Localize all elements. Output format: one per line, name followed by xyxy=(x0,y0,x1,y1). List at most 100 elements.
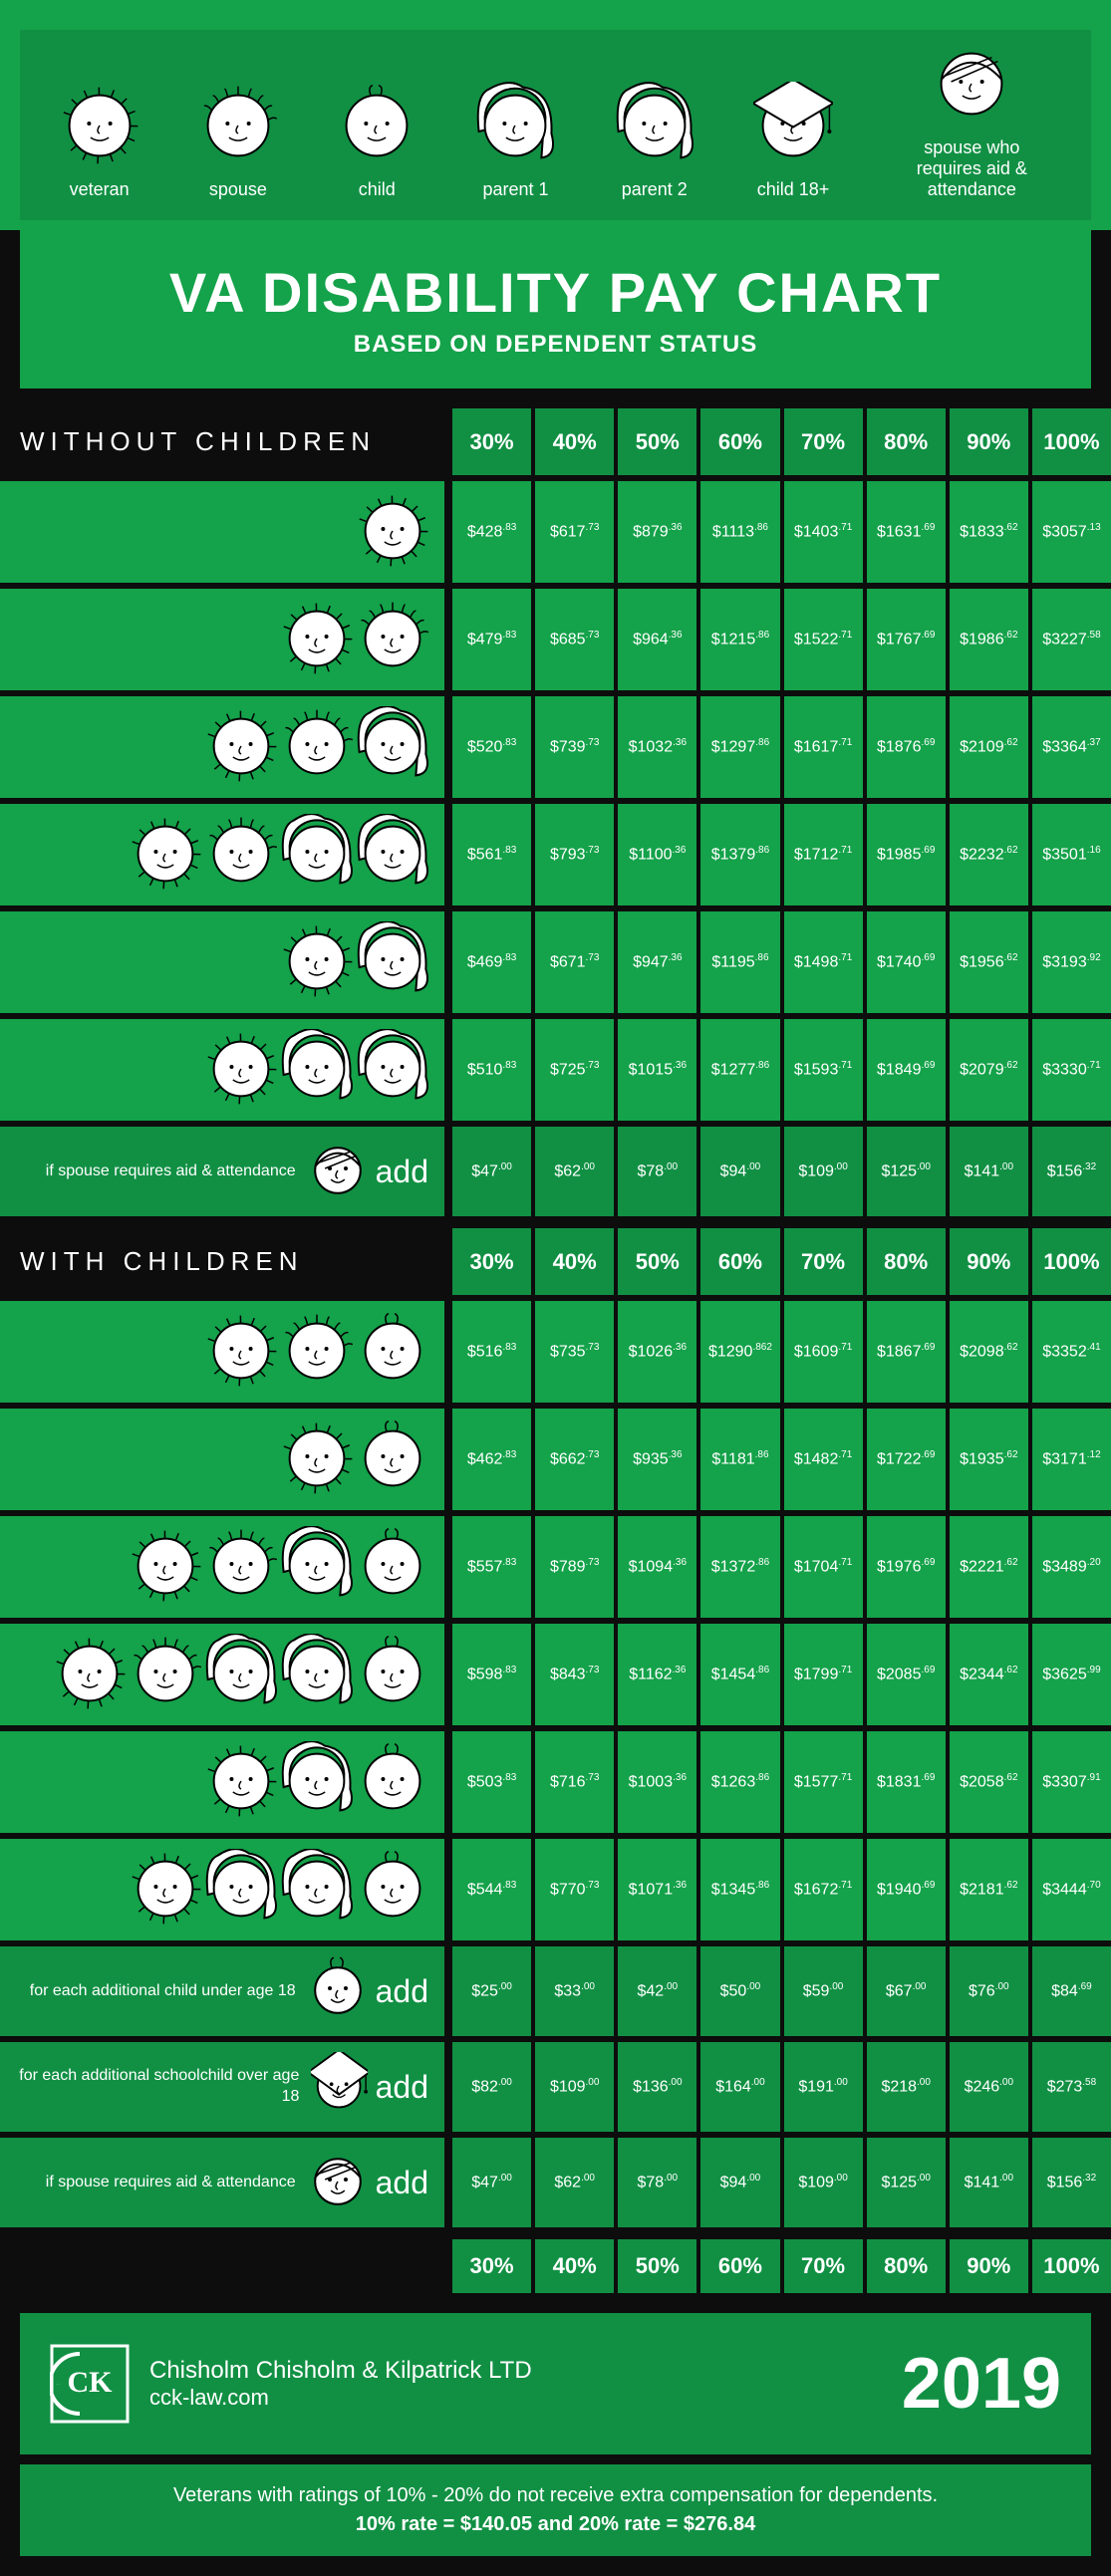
value-cell: $2079.62 xyxy=(946,1019,1028,1121)
value-cell: $156.32 xyxy=(1028,2138,1111,2227)
value-cell: $1113.86 xyxy=(696,481,779,583)
row-label xyxy=(0,481,448,583)
value-cell: $1345.86 xyxy=(696,1839,779,1940)
company-name: Chisholm Chisholm & Kilpatrick LTD xyxy=(149,2357,532,2385)
legend-label: child xyxy=(359,179,396,200)
value-cell: $1372.86 xyxy=(696,1516,779,1618)
section-without-children: WITHOUT CHILDREN30%40%50%60%70%80%90%100… xyxy=(0,408,1111,1216)
value-cell: $1956.62 xyxy=(946,911,1028,1013)
table-row: $598.83$843.73$1162.36$1454.86$1799.71$2… xyxy=(0,1618,1111,1725)
value-cell: $2058.62 xyxy=(946,1731,1028,1833)
value-cell: $1712.71 xyxy=(780,804,863,905)
table-row: $520.83$739.73$1032.36$1297.86$1617.71$1… xyxy=(0,690,1111,798)
row-label xyxy=(0,1731,448,1833)
svg-text:CK: CK xyxy=(68,2366,114,2399)
table-row: $561.83$793.73$1100.36$1379.86$1712.71$1… xyxy=(0,798,1111,905)
value-cell: $273.58 xyxy=(1028,2042,1111,2132)
value-cell: $685.73 xyxy=(531,589,614,690)
value-cell: $3364.37 xyxy=(1028,696,1111,798)
value-cell: $2221.62 xyxy=(946,1516,1028,1618)
value-cell: $1032.36 xyxy=(614,696,696,798)
value-cell: $1867.69 xyxy=(863,1301,946,1403)
value-cell: $1215.86 xyxy=(696,589,779,690)
legend-item-aid: spouse who requires aid & attendance xyxy=(892,40,1051,200)
table-row: $462.83$662.73$935.36$1181.86$1482.71$17… xyxy=(0,1403,1111,1510)
value-cell: $47.00 xyxy=(448,1127,531,1216)
value-cell: $1094.36 xyxy=(614,1516,696,1618)
add-row: for each additional child under age 18ad… xyxy=(0,1940,1111,2036)
table-row: $516.83$735.73$1026.36$1290.862$1609.71$… xyxy=(0,1295,1111,1403)
value-cell: $191.00 xyxy=(780,2042,863,2132)
row-label xyxy=(0,1019,448,1121)
row-label xyxy=(0,1839,448,1940)
value-cell: $793.73 xyxy=(531,804,614,905)
legend-item-parent1: parent 1 xyxy=(475,82,555,200)
value-cell: $3330.71 xyxy=(1028,1019,1111,1121)
value-cell: $725.73 xyxy=(531,1019,614,1121)
value-cell: $109.00 xyxy=(780,2138,863,2227)
percent-header-cell: 40% xyxy=(531,408,614,475)
value-cell: $617.73 xyxy=(531,481,614,583)
value-cell: $125.00 xyxy=(863,2138,946,2227)
legend-item-veteran: veteran xyxy=(60,82,139,200)
percent-header-cell: 30% xyxy=(448,408,531,475)
percent-header-cell: 90% xyxy=(946,408,1028,475)
section-header: WITHOUT CHILDREN30%40%50%60%70%80%90%100… xyxy=(0,408,1111,475)
legend-label: parent 1 xyxy=(482,179,548,200)
table-row: $557.83$789.73$1094.36$1372.86$1704.71$1… xyxy=(0,1510,1111,1618)
value-cell: $109.00 xyxy=(780,1127,863,1216)
row-label xyxy=(0,804,448,905)
value-cell: $47.00 xyxy=(448,2138,531,2227)
value-cell: $141.00 xyxy=(946,1127,1028,1216)
percent-footer-cell: 70% xyxy=(780,2239,863,2293)
value-cell: $1609.71 xyxy=(780,1301,863,1403)
value-cell: $1876.69 xyxy=(863,696,946,798)
legend-label: veteran xyxy=(70,179,130,200)
value-cell: $598.83 xyxy=(448,1624,531,1725)
percent-footer-cell: 30% xyxy=(448,2239,531,2293)
value-cell: $3171.12 xyxy=(1028,1409,1111,1510)
section-header: WITH CHILDREN30%40%50%60%70%80%90%100% xyxy=(0,1228,1111,1295)
value-cell: $1498.71 xyxy=(780,911,863,1013)
value-cell: $2232.62 xyxy=(946,804,1028,905)
value-cell: $82.00 xyxy=(448,2042,531,2132)
value-cell: $2109.62 xyxy=(946,696,1028,798)
value-cell: $1831.69 xyxy=(863,1731,946,1833)
legend-label: child 18+ xyxy=(757,179,830,200)
legend-item-spouse: spouse xyxy=(198,82,278,200)
value-cell: $735.73 xyxy=(531,1301,614,1403)
value-cell: $662.73 xyxy=(531,1409,614,1510)
legend-item-child: child xyxy=(337,82,417,200)
value-cell: $1290.862 xyxy=(696,1301,779,1403)
percent-footer-cell: 100% xyxy=(1028,2239,1111,2293)
value-cell: $2085.69 xyxy=(863,1624,946,1725)
percent-header-cell: 70% xyxy=(780,408,863,475)
value-cell: $164.00 xyxy=(696,2042,779,2132)
row-label xyxy=(0,1624,448,1725)
value-cell: $125.00 xyxy=(863,1127,946,1216)
value-cell: $67.00 xyxy=(863,1946,946,2036)
percent-header-cell: 80% xyxy=(863,1228,946,1295)
value-cell: $136.00 xyxy=(614,2042,696,2132)
value-cell: $3444.70 xyxy=(1028,1839,1111,1940)
value-cell: $1454.86 xyxy=(696,1624,779,1725)
percent-header-cell: 70% xyxy=(780,1228,863,1295)
row-label xyxy=(0,1409,448,1510)
value-cell: $1522.71 xyxy=(780,589,863,690)
value-cell: $1985.69 xyxy=(863,804,946,905)
value-cell: $1403.71 xyxy=(780,481,863,583)
add-word: add xyxy=(376,1973,428,2010)
value-cell: $1935.62 xyxy=(946,1409,1028,1510)
value-cell: $3307.91 xyxy=(1028,1731,1111,1833)
value-cell: $76.00 xyxy=(946,1946,1028,2036)
add-word: add xyxy=(376,2165,428,2201)
row-label xyxy=(0,589,448,690)
bottom-note: Veterans with ratings of 10% - 20% do no… xyxy=(20,2464,1091,2556)
value-cell: $671.73 xyxy=(531,911,614,1013)
footer-block: CK Chisholm Chisholm & Kilpatrick LTD cc… xyxy=(20,2313,1091,2454)
percent-header-cell: 40% xyxy=(531,1228,614,1295)
legend-item-parent2: parent 2 xyxy=(615,82,694,200)
percent-header-cell: 90% xyxy=(946,1228,1028,1295)
add-word: add xyxy=(376,1154,428,1190)
value-cell: $520.83 xyxy=(448,696,531,798)
